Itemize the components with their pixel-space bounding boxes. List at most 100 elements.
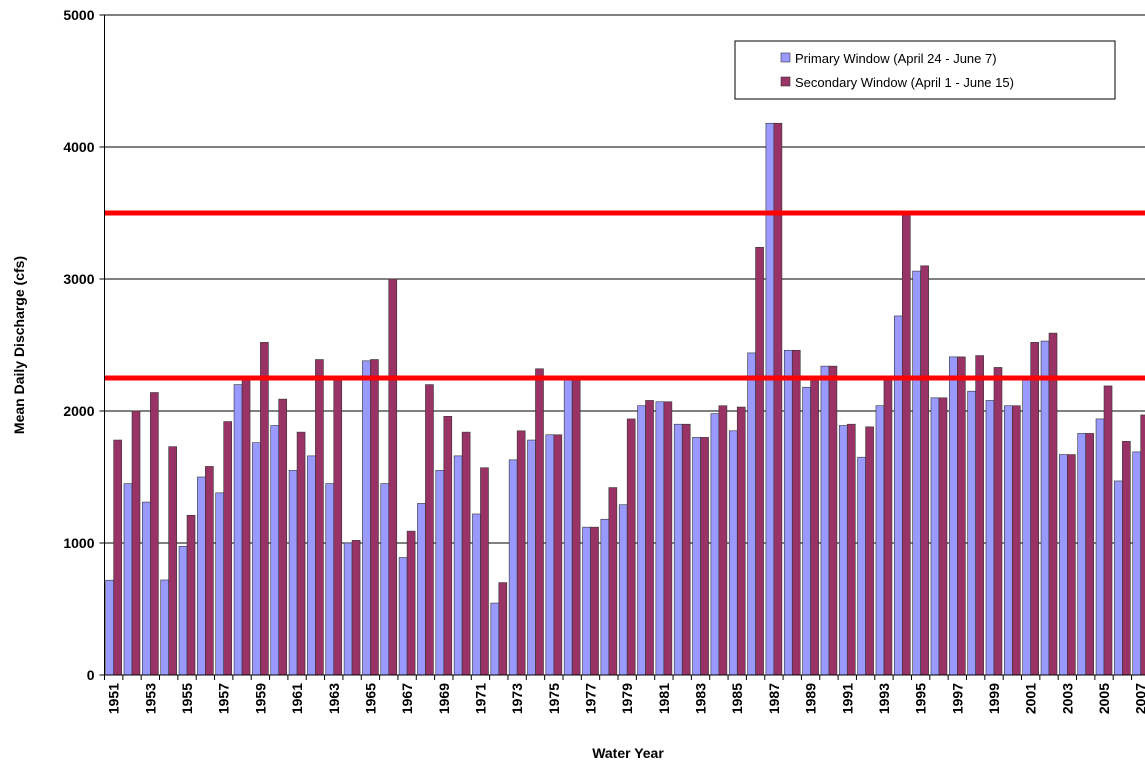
bar (765, 122, 775, 676)
bar (527, 439, 536, 676)
bar (545, 434, 555, 676)
legend: Primary Window (April 24 - June 7) Second… (734, 40, 1116, 100)
bar (949, 356, 958, 676)
y-axis-title: Mean Daily Discharge (cfs) (11, 256, 27, 434)
bar (975, 355, 984, 676)
bar (398, 557, 408, 676)
bar (1004, 405, 1013, 676)
bar (938, 397, 948, 676)
bar (893, 315, 903, 676)
bar (351, 540, 361, 676)
bar (223, 421, 233, 676)
bar (755, 247, 764, 676)
legend-box (734, 40, 1116, 100)
bar (288, 470, 298, 676)
y-tick-label: 0 (87, 667, 95, 683)
bar (967, 390, 976, 676)
bar (123, 483, 133, 676)
bar (535, 368, 544, 676)
x-tick-label: 1951 (106, 683, 122, 714)
bar (783, 349, 793, 676)
bar (233, 384, 243, 676)
bar (388, 278, 398, 676)
bar (270, 425, 280, 676)
bar (590, 526, 599, 676)
bar (857, 456, 866, 676)
bar (241, 379, 251, 676)
x-tick-label: 1983 (693, 683, 709, 714)
bar (417, 503, 426, 676)
bar (425, 384, 434, 676)
bar (333, 377, 343, 676)
x-tick-label: 1993 (876, 683, 892, 714)
x-tick-label: 1985 (729, 683, 745, 714)
bar (865, 426, 874, 676)
bar (205, 466, 214, 676)
bar (820, 365, 830, 676)
bar (673, 423, 683, 676)
y-tick-label: 3000 (63, 271, 94, 287)
bar (700, 437, 709, 676)
bar (710, 413, 720, 676)
x-tick-label: 2007 (1133, 683, 1145, 714)
bar (846, 423, 856, 676)
bar (1030, 342, 1039, 676)
bar (692, 437, 701, 676)
x-tick-label: 1959 (252, 683, 268, 714)
bar (883, 377, 893, 676)
bar (728, 430, 738, 676)
bar (810, 379, 819, 676)
x-tick-label: 1995 (913, 683, 929, 714)
bar (828, 365, 838, 676)
bar (215, 492, 225, 676)
bar (260, 342, 269, 676)
bar (773, 122, 783, 676)
bar (461, 431, 471, 676)
bar (747, 352, 756, 676)
x-tick-label: 1961 (289, 683, 305, 714)
bar (912, 270, 921, 676)
bar (380, 483, 390, 676)
bar (186, 514, 196, 676)
x-tick-label: 2001 (1023, 683, 1039, 714)
x-tick-label: 1989 (803, 683, 819, 714)
x-axis-title: Water Year (592, 745, 664, 761)
bar (1114, 480, 1123, 676)
x-tick-label: 1963 (326, 683, 342, 714)
y-tick-label: 1000 (63, 535, 94, 551)
x-tick-label: 1973 (509, 683, 525, 714)
x-tick-label: 1957 (216, 683, 232, 714)
bar (453, 455, 463, 676)
bar (600, 518, 610, 676)
bar (370, 359, 379, 676)
bar (343, 542, 353, 676)
bar (160, 579, 169, 676)
bar (142, 501, 151, 676)
bar (875, 405, 885, 676)
bar (1122, 441, 1131, 676)
x-tick-label: 2003 (1059, 683, 1075, 714)
bar (178, 545, 188, 676)
bar (113, 439, 122, 676)
bar (608, 487, 618, 676)
bar (618, 504, 628, 676)
bar (930, 397, 940, 676)
bar (1140, 414, 1145, 676)
x-tick-label: 1955 (179, 683, 195, 714)
bar (1103, 385, 1113, 676)
bar (993, 367, 1003, 676)
legend-swatch (780, 52, 791, 63)
legend-swatch (780, 76, 791, 87)
bar (278, 398, 288, 676)
bar (435, 470, 445, 676)
bar (637, 405, 646, 676)
bar (307, 455, 316, 676)
bar (252, 442, 261, 676)
x-tick-label: 1975 (546, 683, 562, 714)
bar (791, 349, 801, 676)
bar (105, 579, 114, 676)
bar (553, 434, 563, 676)
bar (1012, 405, 1021, 676)
bar (1085, 433, 1094, 676)
